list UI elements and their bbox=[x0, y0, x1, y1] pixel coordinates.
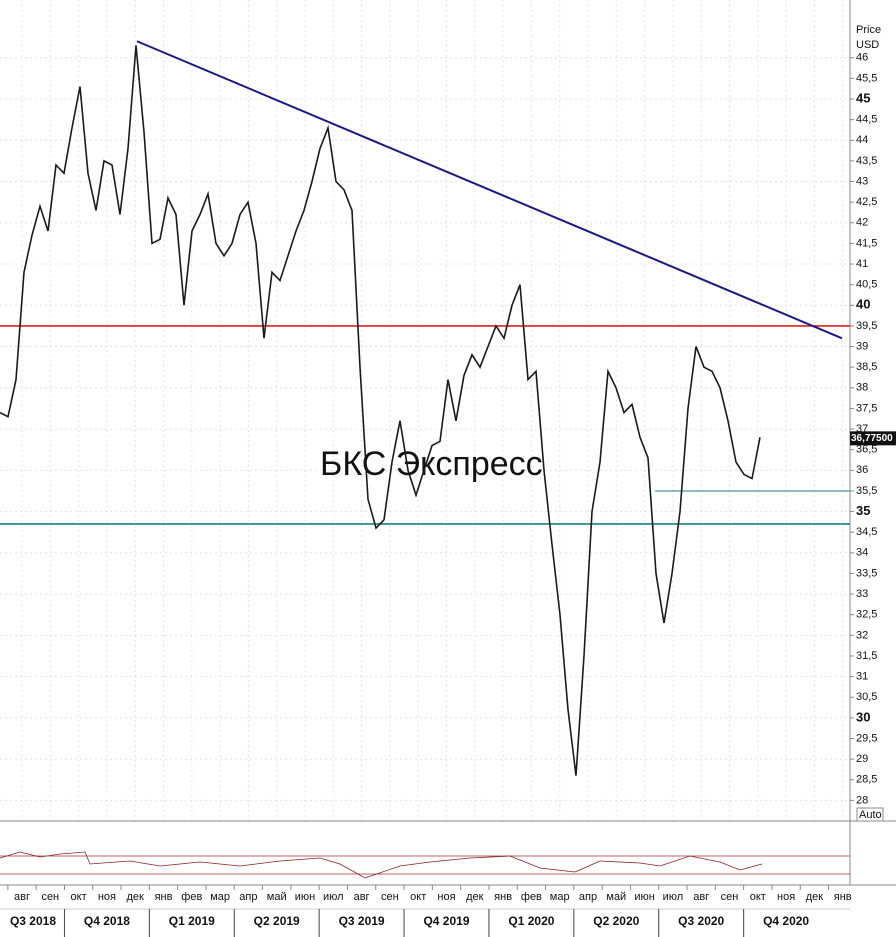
indicator-line bbox=[0, 851, 763, 879]
month-label: сен bbox=[41, 891, 59, 903]
y-tick-label: 35,5 bbox=[856, 485, 877, 497]
y-tick-label: 28,5 bbox=[856, 774, 877, 786]
month-label: янв bbox=[494, 891, 512, 903]
y-tick-label: 36 bbox=[856, 464, 868, 476]
quarter-label: Q1 2019 bbox=[169, 914, 215, 928]
y-tick-label: 34,5 bbox=[856, 526, 877, 538]
month-label: янв bbox=[155, 891, 173, 903]
month-label: дек bbox=[806, 891, 824, 903]
y-tick-label: 44,5 bbox=[856, 114, 877, 126]
month-label: ноя bbox=[437, 891, 455, 903]
month-label: ноя bbox=[98, 891, 116, 903]
quarter-label: Q4 2019 bbox=[423, 914, 469, 928]
quarter-label: Q3 2018 bbox=[10, 914, 56, 928]
y-tick-label: 36,5 bbox=[856, 444, 877, 456]
y-tick-label: 30 bbox=[856, 709, 870, 724]
quarter-label: Q4 2020 bbox=[763, 914, 809, 928]
quarter-label: Q2 2019 bbox=[254, 914, 300, 928]
y-tick-label: 34 bbox=[856, 547, 868, 559]
y-tick-label: 30,5 bbox=[856, 691, 877, 703]
y-tick-label: 33 bbox=[856, 588, 868, 600]
y-tick-label: 43,5 bbox=[856, 155, 877, 167]
month-label: сен bbox=[381, 891, 399, 903]
y-tick-label: 41,5 bbox=[856, 237, 877, 249]
month-label: мар bbox=[550, 891, 570, 903]
month-label: май bbox=[267, 891, 287, 903]
month-label: апр bbox=[239, 891, 257, 903]
month-label: июл bbox=[323, 891, 344, 903]
trendline bbox=[136, 40, 843, 340]
month-label: янв bbox=[834, 891, 852, 903]
y-tick-label: 31 bbox=[856, 671, 868, 683]
quarter-label: Q4 2018 bbox=[84, 914, 130, 928]
month-label: окт bbox=[71, 891, 87, 903]
y-tick-label: 40,5 bbox=[856, 279, 877, 291]
y-tick-label: 32,5 bbox=[856, 609, 877, 621]
month-label: июн bbox=[634, 891, 654, 903]
y-tick-label: 39 bbox=[856, 340, 868, 352]
month-label: мар bbox=[210, 891, 230, 903]
last-price-label: 36,77500 bbox=[851, 433, 893, 444]
auto-button-label[interactable]: Auto bbox=[859, 809, 882, 821]
y-tick-label: 37,5 bbox=[856, 402, 877, 414]
y-tick-label: 46 bbox=[856, 52, 868, 64]
month-label: апр bbox=[579, 891, 597, 903]
month-label: дек bbox=[127, 891, 145, 903]
month-label: авг bbox=[14, 891, 30, 903]
y-tick-label: 29,5 bbox=[856, 732, 877, 744]
auto-button[interactable] bbox=[856, 807, 884, 822]
y-tick-label: 35 bbox=[856, 503, 870, 518]
y-tick-label: 45 bbox=[856, 90, 870, 105]
month-label: ноя bbox=[777, 891, 795, 903]
last-price-box bbox=[850, 431, 896, 446]
y-tick-label: 40 bbox=[856, 297, 870, 312]
y-tick-label: 39,5 bbox=[856, 320, 877, 332]
price-line bbox=[0, 45, 761, 776]
y-tick-label: 38 bbox=[856, 382, 868, 394]
quarter-label: Q3 2020 bbox=[678, 914, 724, 928]
y-axis-unit: USD bbox=[856, 39, 879, 51]
quarter-label: Q1 2020 bbox=[508, 914, 554, 928]
y-axis-label: Price bbox=[856, 24, 881, 36]
month-label: авг bbox=[354, 891, 370, 903]
quarter-label: Q3 2019 bbox=[339, 914, 385, 928]
y-tick-label: 42,5 bbox=[856, 196, 877, 208]
month-label: фев bbox=[521, 891, 542, 903]
month-label: май bbox=[606, 891, 626, 903]
month-label: июн bbox=[295, 891, 315, 903]
y-tick-label: 29 bbox=[856, 753, 868, 765]
y-tick-label: 33,5 bbox=[856, 567, 877, 579]
grid bbox=[0, 0, 850, 821]
y-tick-label: 45,5 bbox=[856, 72, 877, 84]
month-label: авг bbox=[693, 891, 709, 903]
month-label: сен bbox=[721, 891, 739, 903]
month-label: окт bbox=[410, 891, 426, 903]
month-label: дек bbox=[466, 891, 484, 903]
y-tick-label: 28 bbox=[856, 794, 868, 806]
month-label: фев bbox=[181, 891, 202, 903]
y-tick-label: 32 bbox=[856, 629, 868, 641]
y-tick-label: 38,5 bbox=[856, 361, 877, 373]
y-tick-label: 42 bbox=[856, 217, 868, 229]
month-label: июл bbox=[663, 891, 684, 903]
quarter-label: Q2 2020 bbox=[593, 914, 639, 928]
y-tick-label: 44 bbox=[856, 134, 868, 146]
y-tick-label: 41 bbox=[856, 258, 868, 270]
y-tick-label: 43 bbox=[856, 175, 868, 187]
watermark: БКС Экспресс bbox=[320, 445, 543, 483]
month-label: окт bbox=[750, 891, 766, 903]
y-tick-label: 31,5 bbox=[856, 650, 877, 662]
